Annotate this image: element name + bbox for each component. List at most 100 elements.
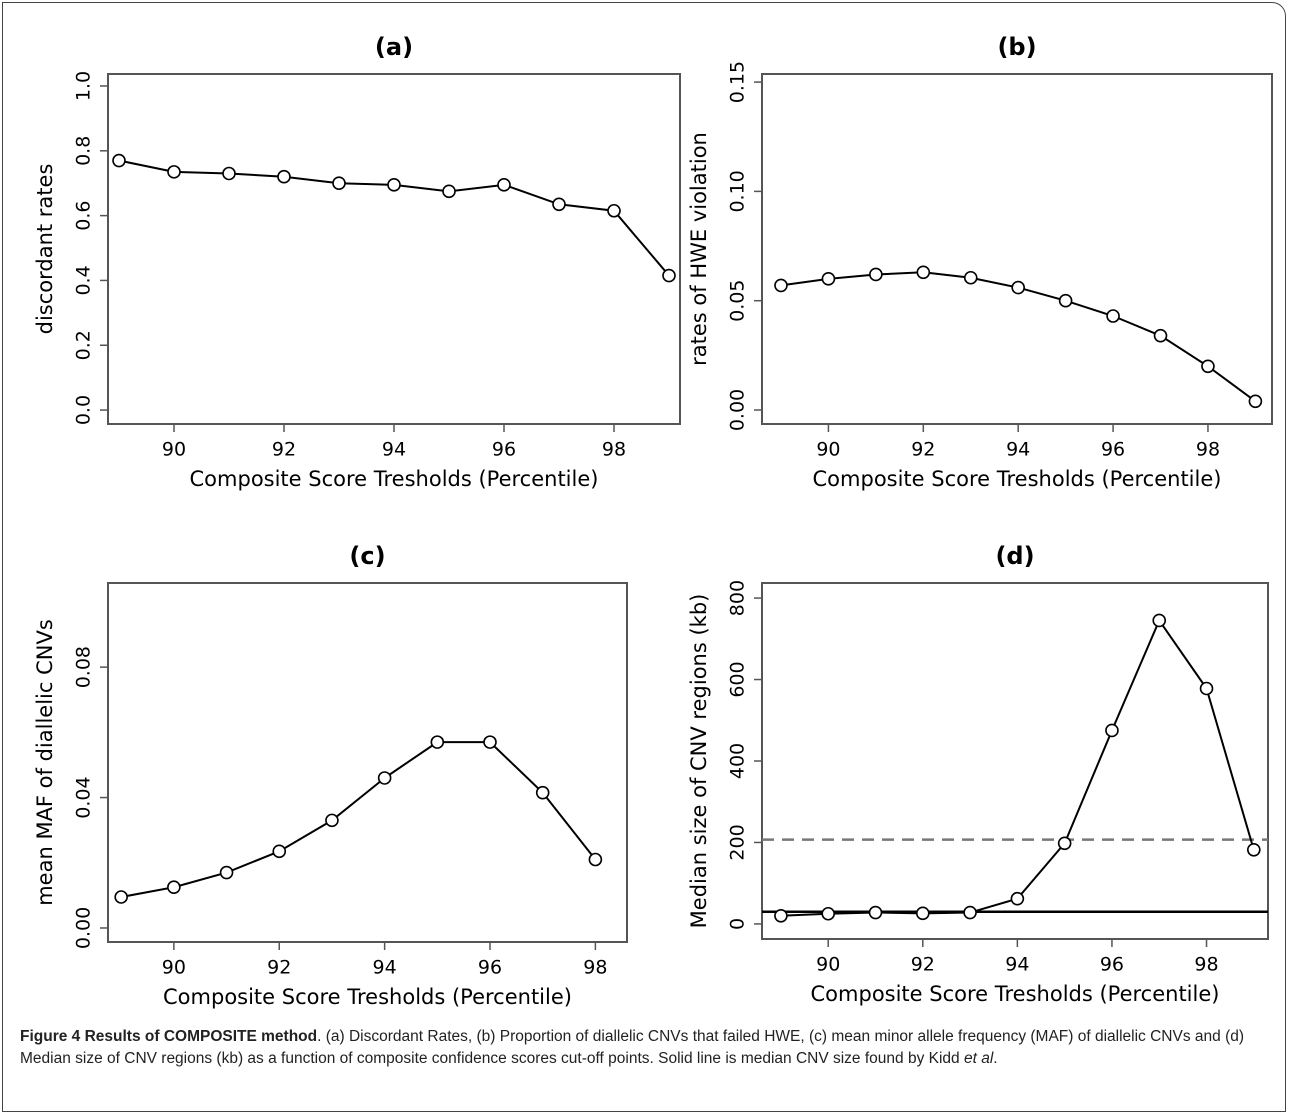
data-point	[869, 267, 883, 282]
data-point	[219, 865, 234, 880]
y-tick-label: 0.04	[73, 776, 95, 818]
data-point	[430, 735, 445, 749]
data-point	[114, 890, 128, 904]
data-point	[167, 165, 181, 179]
x-tick-label: 94	[382, 439, 406, 461]
data-point	[1201, 359, 1215, 374]
data-point	[387, 178, 401, 192]
plot-box	[761, 582, 1269, 940]
x-tick-label: 92	[267, 957, 291, 979]
data-point	[535, 785, 550, 800]
y-tick-label: 0.8	[73, 136, 95, 166]
x-tick-label: 94	[1006, 439, 1030, 461]
x-tick-label: 90	[162, 957, 186, 979]
y-axis-label: mean MAF of diallelic CNVs	[33, 619, 57, 906]
caption-text: . (a) Discordant Rates, (b) Proportion o…	[20, 1028, 1245, 1067]
data-point	[1057, 836, 1072, 851]
data-point	[963, 270, 978, 285]
data-point	[332, 176, 346, 191]
data-point	[277, 169, 291, 184]
y-tick-label: 0.4	[73, 265, 95, 295]
data-point	[1058, 293, 1073, 308]
y-tick-label: 0.0	[73, 395, 95, 425]
y-tick-label: 600	[727, 661, 749, 697]
x-tick-label: 92	[272, 439, 296, 461]
data-point	[377, 771, 392, 785]
data-point	[607, 203, 621, 218]
data-point	[1011, 280, 1025, 295]
x-tick-label: 92	[911, 439, 935, 461]
x-tick-label: 98	[583, 957, 607, 979]
data-point	[483, 735, 497, 749]
data-point	[552, 197, 566, 212]
y-tick-label: 0.00	[727, 389, 749, 431]
caption-end: .	[993, 1050, 998, 1067]
panel-title: (c)	[349, 542, 385, 570]
caption-title: Figure 4 Results of COMPOSITE method	[20, 1028, 318, 1045]
x-tick-label: 92	[911, 954, 935, 976]
data-point	[774, 908, 788, 923]
x-tick-label: 94	[373, 957, 397, 979]
data-point	[588, 852, 603, 867]
data-point	[272, 844, 287, 859]
y-axis-label: Median size of CNV regions (kb)	[687, 594, 711, 929]
y-tick-label: 0.08	[73, 646, 95, 688]
caption: Figure 4 Results of COMPOSITE method. (a…	[20, 1026, 1270, 1070]
data-line	[118, 159, 670, 277]
y-tick-label: 0.05	[727, 280, 749, 322]
x-tick-label: 96	[478, 957, 502, 979]
x-tick-label: 90	[816, 439, 840, 461]
x-axis-label: Composite Score Tresholds (Percentile)	[163, 985, 572, 1009]
y-tick-label: 1.0	[73, 71, 95, 101]
data-point	[774, 278, 788, 293]
x-tick-label: 98	[602, 439, 626, 461]
y-tick-label: 0	[727, 918, 749, 930]
x-tick-label: 96	[1101, 439, 1125, 461]
data-point	[662, 268, 676, 283]
data-point	[325, 813, 339, 828]
data-point	[821, 906, 836, 921]
y-tick-label: 200	[727, 824, 749, 860]
plot-box	[107, 582, 628, 943]
y-axis-label: rates of HWE violation	[687, 132, 711, 366]
panel-title: (b)	[997, 33, 1036, 61]
data-point	[1010, 891, 1025, 906]
data-point	[868, 905, 883, 920]
data-point	[222, 166, 236, 181]
data-point	[1153, 328, 1168, 343]
data-point	[1248, 394, 1263, 409]
data-line	[120, 741, 597, 898]
data-point	[1152, 613, 1167, 628]
x-tick-label: 94	[1005, 954, 1029, 976]
data-point	[167, 880, 181, 895]
x-tick-label: 96	[492, 439, 516, 461]
x-tick-label: 90	[816, 954, 840, 976]
data-point	[916, 265, 931, 280]
panel-title: (a)	[375, 33, 413, 61]
caption-italic: et al	[963, 1050, 994, 1067]
y-axis-label: discordant rates	[33, 164, 57, 335]
panel-title: (d)	[995, 542, 1034, 570]
x-tick-label: 98	[1194, 954, 1218, 976]
plot-box	[107, 73, 681, 425]
data-point	[497, 178, 511, 192]
data-point	[821, 272, 836, 286]
x-axis-label: Composite Score Tresholds (Percentile)	[813, 467, 1222, 491]
y-tick-label: 0.6	[73, 201, 95, 231]
x-tick-label: 98	[1196, 439, 1220, 461]
data-point	[915, 906, 930, 921]
data-point	[1247, 842, 1261, 857]
data-point	[1106, 309, 1120, 323]
figure: (a) 90 92 94 96 98 0.0 0.2 0.4 0.6 0.8 1.0 Composite…	[33, 33, 1273, 1009]
data-point	[1105, 723, 1119, 738]
y-tick-label: 0.10	[727, 170, 749, 212]
y-tick-label: 0.00	[73, 907, 95, 949]
x-tick-label: 96	[1100, 954, 1124, 976]
data-line	[780, 618, 1255, 917]
data-point	[1199, 681, 1214, 696]
data-point	[112, 153, 126, 168]
y-tick-label: 0.15	[727, 61, 749, 103]
y-tick-label: 0.2	[73, 330, 95, 360]
